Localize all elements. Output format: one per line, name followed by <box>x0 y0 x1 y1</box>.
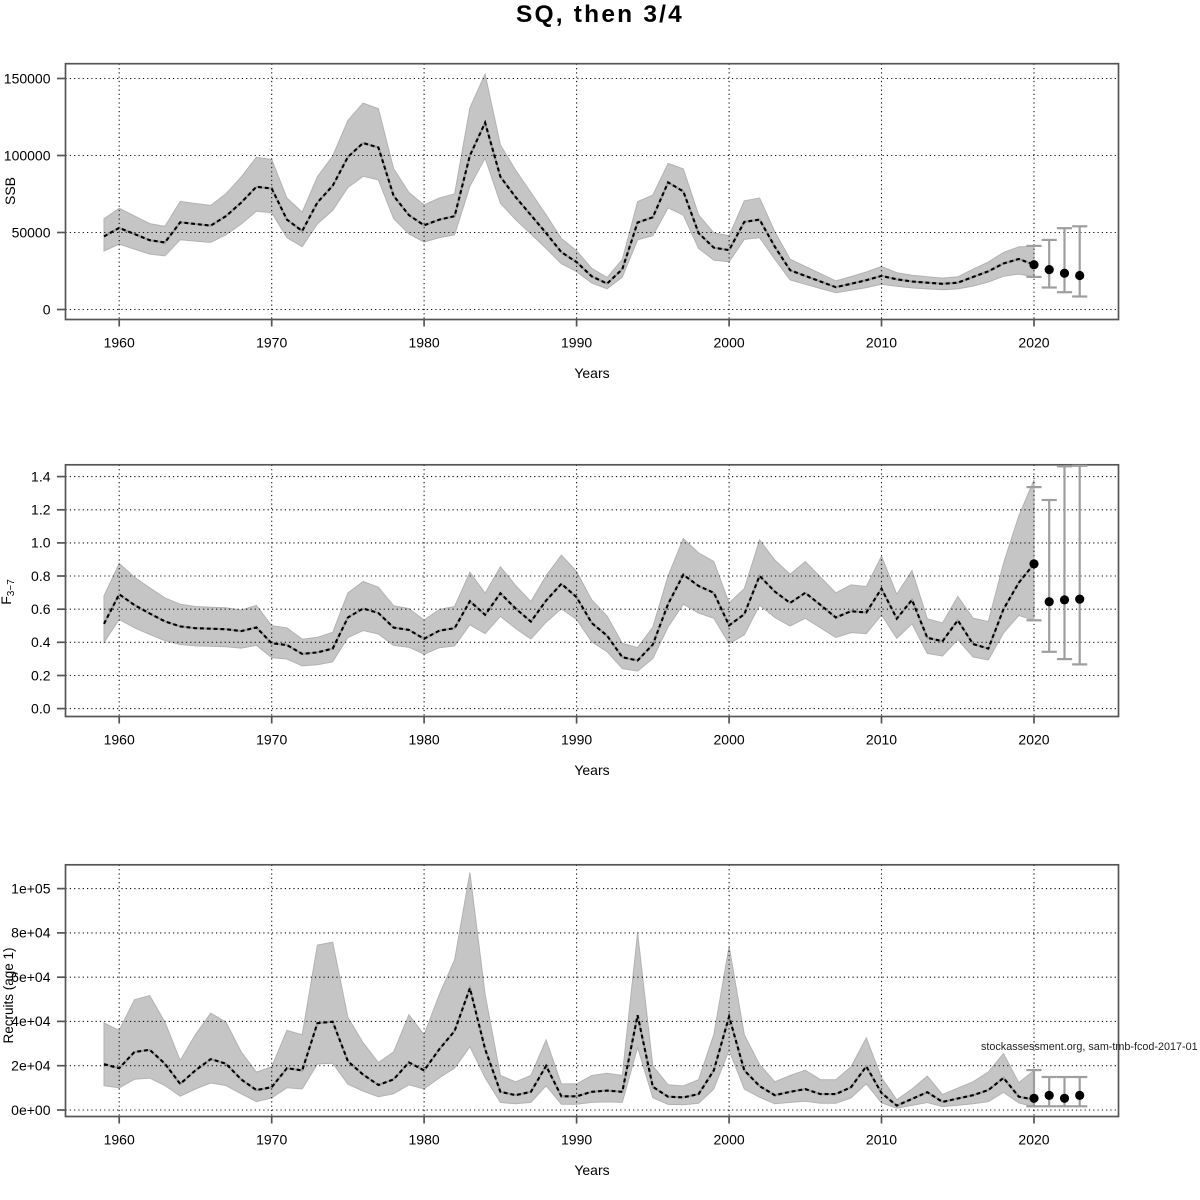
svg-text:0: 0 <box>43 301 51 317</box>
svg-text:0.6: 0.6 <box>31 601 51 617</box>
svg-text:1.4: 1.4 <box>31 468 51 484</box>
svg-text:150000: 150000 <box>4 70 51 86</box>
svg-text:2000: 2000 <box>714 1132 745 1148</box>
svg-text:1.2: 1.2 <box>31 502 51 518</box>
svg-text:2010: 2010 <box>866 732 897 748</box>
svg-text:2020: 2020 <box>1018 732 1049 748</box>
svg-text:SQ, then 3/4: SQ, then 3/4 <box>516 1 684 28</box>
svg-text:stockassessment.org, sam-tmb-f: stockassessment.org, sam-tmb-fcod-2017-0… <box>981 1041 1198 1053</box>
svg-text:2010: 2010 <box>866 1132 897 1148</box>
svg-text:Years: Years <box>574 1162 609 1178</box>
svg-text:1960: 1960 <box>104 335 135 351</box>
svg-text:4e+04: 4e+04 <box>11 1013 51 1029</box>
svg-text:1e+05: 1e+05 <box>11 880 51 896</box>
svg-text:0.4: 0.4 <box>31 634 51 650</box>
svg-text:2000: 2000 <box>714 732 745 748</box>
svg-text:1970: 1970 <box>256 1132 287 1148</box>
svg-text:100000: 100000 <box>4 147 51 163</box>
svg-text:1960: 1960 <box>104 732 135 748</box>
svg-text:Recruits (age 1): Recruits (age 1) <box>1 947 16 1043</box>
svg-text:SSB: SSB <box>2 177 18 205</box>
svg-text:Years: Years <box>574 762 609 778</box>
svg-text:2020: 2020 <box>1018 335 1049 351</box>
svg-text:Years: Years <box>574 365 609 381</box>
svg-text:0.2: 0.2 <box>31 667 51 683</box>
svg-text:1990: 1990 <box>561 335 592 351</box>
svg-text:6e+04: 6e+04 <box>11 969 51 985</box>
svg-text:2000: 2000 <box>714 335 745 351</box>
svg-text:1980: 1980 <box>409 335 440 351</box>
svg-text:50000: 50000 <box>12 224 51 240</box>
svg-text:1990: 1990 <box>561 732 592 748</box>
svg-text:1970: 1970 <box>256 335 287 351</box>
svg-text:1990: 1990 <box>561 1132 592 1148</box>
svg-text:1970: 1970 <box>256 732 287 748</box>
svg-text:0.8: 0.8 <box>31 568 51 584</box>
svg-text:2020: 2020 <box>1018 1132 1049 1148</box>
svg-text:1980: 1980 <box>409 732 440 748</box>
svg-text:2010: 2010 <box>866 335 897 351</box>
svg-text:1960: 1960 <box>104 1132 135 1148</box>
svg-text:8e+04: 8e+04 <box>11 925 51 941</box>
svg-text:1.0: 1.0 <box>31 535 51 551</box>
svg-text:0e+00: 0e+00 <box>11 1102 51 1118</box>
svg-text:2e+04: 2e+04 <box>11 1058 51 1074</box>
svg-text:0.0: 0.0 <box>31 700 51 716</box>
svg-text:1980: 1980 <box>409 1132 440 1148</box>
